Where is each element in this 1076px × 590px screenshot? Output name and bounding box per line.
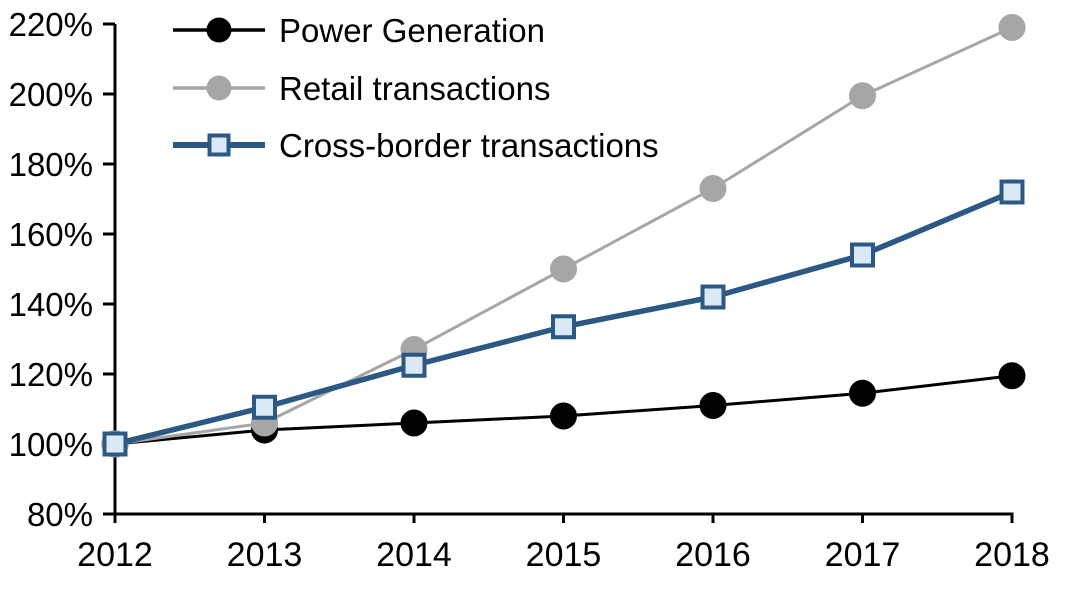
x-tick-label: 2017 [825,536,901,574]
x-tick-label: 2015 [526,536,602,574]
data-point-marker-cross-border-transactions [102,431,128,457]
x-tick-label: 2013 [227,536,303,574]
y-tick-label: 80% [27,496,93,533]
data-point-marker-cross-border-transactions [401,352,427,378]
data-point-marker-cross-border-transactions [700,284,726,310]
data-point-marker-retail-transactions [998,14,1026,41]
data-point-marker-retail-transactions [849,82,876,110]
y-tick-label: 140% [9,286,93,323]
data-point-marker-cross-border-transactions [551,314,576,340]
series-cross-border-transactions [102,179,1025,457]
series-line-retail-transactions [114,26,1013,446]
data-point-marker-cross-border-transactions [850,242,875,268]
data-point-marker-cross-border-transactions [252,394,277,420]
data-point-marker-cross-border-transactions [999,179,1025,205]
series-power-generation [101,362,1026,458]
x-tick-label: 2014 [376,536,452,574]
y-tick-label: 120% [9,356,93,393]
x-tick-label: 2012 [77,536,153,574]
y-tick-label: 100% [9,426,93,463]
x-tick-label: 2018 [974,536,1050,574]
data-point-marker-power-generation [849,379,876,407]
x-tick-label: 2016 [675,536,751,574]
data-point-marker-power-generation [998,362,1026,390]
data-point-marker-power-generation [699,392,727,419]
data-point-marker-retail-transactions [699,175,727,202]
y-tick-label: 220% [9,6,93,43]
axes: 80% 100% 120% 140% 160% 180% 200% 220% 2012 2013 2… [9,6,1050,574]
data-point-marker-power-generation [550,402,577,430]
y-tick-label: 200% [9,76,93,113]
data-point-marker-power-generation [400,409,428,437]
y-tick-label: 180% [9,146,93,183]
data-point-marker-retail-transactions [550,255,577,283]
y-tick-label: 160% [9,216,93,253]
